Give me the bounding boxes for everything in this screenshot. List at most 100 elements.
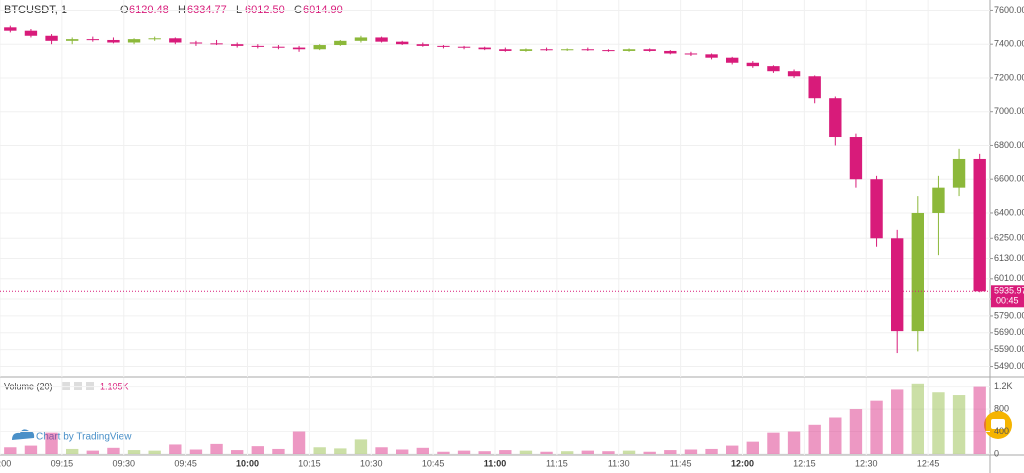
y-tick-label: 5590.00: [994, 344, 1024, 354]
volume-bar: [499, 450, 512, 454]
candle-body: [478, 47, 491, 50]
volume-bar: [478, 451, 491, 454]
candle-body: [210, 43, 223, 45]
volume-bar: [726, 445, 739, 454]
volume-bar: [891, 389, 904, 454]
x-tick-label: 11:00: [484, 458, 507, 468]
volume-bar: [127, 450, 141, 454]
volume-bar: [169, 444, 182, 454]
candle-body: [127, 39, 141, 43]
candle-body: [292, 47, 306, 50]
y-tick-label: 5490.00: [994, 361, 1024, 371]
candle-body: [602, 50, 615, 52]
candle-body: [829, 98, 842, 138]
icon[interactable]: [86, 382, 94, 390]
y-tick-label: 7200.00: [994, 72, 1024, 82]
y-tick-label: 6800.00: [994, 140, 1024, 150]
volume-bar: [354, 439, 368, 454]
candle-body: [437, 45, 450, 47]
icon[interactable]: [74, 382, 82, 390]
candle-body: [251, 45, 264, 47]
countdown-label: 00:45: [996, 296, 1019, 306]
x-tick-label: 11:30: [608, 458, 630, 468]
volume-bar: [911, 383, 924, 454]
y-tick-label: 6250.00: [994, 233, 1024, 243]
volume-bar: [932, 392, 945, 454]
x-tick-label: 10:45: [422, 458, 445, 468]
candle-body: [973, 158, 986, 292]
volume-bar: [602, 451, 615, 454]
candle-body: [45, 35, 58, 41]
volume-bar: [45, 432, 58, 454]
x-tick-label: 09:15: [51, 458, 74, 468]
candle-body: [24, 30, 38, 36]
symbol[interactable]: BTCUSDT, 1: [4, 4, 67, 16]
candle-body: [726, 57, 739, 63]
volume-bar: [787, 431, 801, 454]
candle-body: [354, 37, 368, 41]
candle-body: [375, 37, 388, 42]
volume-bar: [746, 441, 759, 454]
volume-bar: [334, 448, 347, 454]
icon[interactable]: [62, 382, 70, 390]
volume-bar: [643, 451, 656, 454]
x-tick-label: 11:45: [670, 458, 692, 468]
y-tick-label: 7000.00: [994, 106, 1024, 116]
volume-bar: [664, 450, 677, 454]
x-tick-label: 09:45: [174, 458, 197, 468]
volume-bar: [251, 446, 264, 454]
x-tick-label: 12:30: [855, 458, 878, 468]
candle-body: [911, 212, 924, 332]
volume-bar: [561, 451, 574, 454]
candle-body: [581, 49, 594, 51]
y-tick-label: 7400.00: [994, 39, 1024, 49]
volume-bar: [272, 448, 285, 454]
ohlc-value: 6012.50: [245, 4, 285, 16]
volume-bar: [313, 447, 326, 454]
candle-body: [519, 49, 533, 51]
candle-body: [107, 39, 120, 43]
volume-bar: [396, 449, 409, 454]
candle-body: [4, 27, 17, 31]
x-tick-label: 12:15: [793, 458, 816, 468]
volume-bar: [66, 448, 79, 454]
candle-body: [849, 137, 863, 180]
volume-bar: [292, 431, 306, 454]
candle-body: [334, 40, 347, 46]
candle-body: [457, 46, 471, 48]
y-tick-label: 6600.00: [994, 174, 1024, 184]
volume-bar: [973, 386, 986, 454]
ohlc-label: H: [178, 4, 186, 16]
y-tick-label: 5690.00: [994, 327, 1024, 337]
ohlc-value: 6120.48: [129, 4, 169, 16]
volume-bar: [684, 449, 698, 454]
x-tick-label: 12:45: [917, 458, 940, 468]
candle-body: [561, 49, 574, 51]
candle-body: [540, 49, 553, 51]
x-tick-label: 10:30: [360, 458, 383, 468]
candle-body: [891, 238, 904, 332]
watermark[interactable]: Chart by TradingView: [36, 432, 132, 443]
candle-body: [313, 45, 326, 50]
ohlc-legend: O 6120.48 H 6334.77 L 6012.50 C 6014.90: [120, 4, 343, 16]
volume-bar: [870, 400, 883, 454]
ohlc-label: O: [120, 4, 129, 16]
volume-bar: [849, 409, 863, 454]
volume-bar: [86, 450, 99, 454]
candle-body: [396, 41, 409, 45]
candle-body: [684, 53, 698, 55]
volume-bar: [148, 450, 161, 454]
volume-bar: [952, 395, 966, 454]
volume-bar: [705, 448, 718, 454]
candle-body: [622, 49, 636, 51]
chat-icon: [991, 419, 1005, 429]
candle-body: [499, 49, 512, 51]
candle-body: [643, 49, 656, 51]
y-tick-label: 1.2K: [994, 381, 1013, 391]
volume-bar: [189, 449, 203, 454]
y-tick-label: 400: [994, 426, 1009, 436]
candle-body: [169, 38, 182, 43]
volume-bar: [231, 450, 244, 454]
